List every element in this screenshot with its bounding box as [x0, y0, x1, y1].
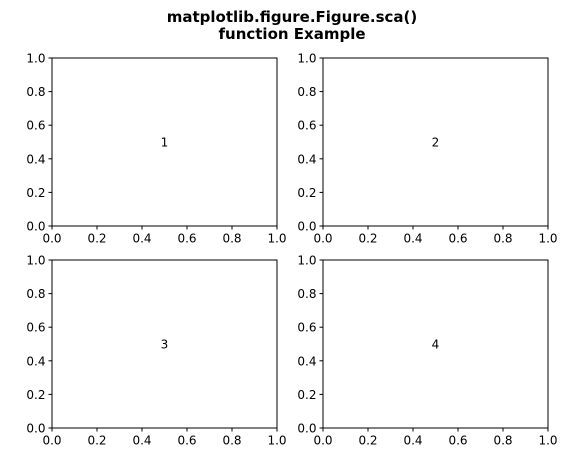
axes-2-xtick-label-1: 0.2 — [358, 232, 377, 246]
axes-4-ytick-label-5: 1.0 — [297, 254, 316, 268]
axes-1-xtick-label-5: 1.0 — [267, 232, 286, 246]
axes-1-xtick-label-3: 0.6 — [177, 232, 196, 246]
axes-4-xtick-label-2: 0.4 — [403, 434, 422, 448]
axes-2-xtick-label-3: 0.6 — [448, 232, 467, 246]
axes-2-ytick-label-1: 0.2 — [297, 186, 316, 200]
axes-4-xtick-label-3: 0.6 — [448, 434, 467, 448]
axes-3-ytick-label-4: 0.8 — [26, 287, 45, 301]
axes-2-ytick-label-4: 0.8 — [297, 85, 316, 99]
axes-3-xtick-label-5: 1.0 — [267, 434, 286, 448]
axes-1-xtick-label-2: 0.4 — [132, 232, 151, 246]
axes-3-xtick-label-0: 0.0 — [42, 434, 61, 448]
axes-2-xtick-label-5: 1.0 — [538, 232, 557, 246]
axes-2-frame — [322, 57, 549, 227]
axes-3-ytick-label-5: 1.0 — [26, 254, 45, 268]
axes-2-xtick-label-2: 0.4 — [403, 232, 422, 246]
axes-3-xtick-label-2: 0.4 — [132, 434, 151, 448]
figure-title-line-2: function Example — [218, 25, 365, 43]
axes-2-ytick-label-3: 0.6 — [297, 119, 316, 133]
axes-2-ytick-label-0: 0.0 — [297, 220, 316, 234]
figure-title-line-1: matplotlib.figure.Figure.sca() — [167, 8, 418, 26]
axes-4-xtick-label-4: 0.8 — [493, 434, 512, 448]
axes-2-ytick-label-2: 0.4 — [297, 152, 316, 166]
axes-4-xtick-label-1: 0.2 — [358, 434, 377, 448]
axes-4-xtick-label-5: 1.0 — [538, 434, 557, 448]
axes-4-ytick-label-4: 0.8 — [297, 287, 316, 301]
axes-4: 0.0 0.2 0.4 0.6 0.8 1.0 0.0 0.2 0.4 0.6 0.8 1.0 4 — [297, 254, 557, 448]
axes-2-annotation: 2 — [432, 136, 440, 150]
axes-4-annotation: 4 — [432, 338, 440, 352]
axes-2-xtick-label-0: 0.0 — [313, 232, 332, 246]
axes-3-ytick-label-1: 0.2 — [26, 388, 45, 402]
axes-4-ytick-label-1: 0.2 — [297, 388, 316, 402]
axes-4-xtick-label-0: 0.0 — [313, 434, 332, 448]
axes-4-ytick-label-0: 0.0 — [297, 422, 316, 436]
axes-1-ytick-label-0: 0.0 — [26, 220, 45, 234]
axes-3-ytick-label-0: 0.0 — [26, 422, 45, 436]
axes-1-frame — [51, 57, 278, 227]
axes-3-ytick-label-2: 0.4 — [26, 354, 45, 368]
axes-3-ytick-label-3: 0.6 — [26, 321, 45, 335]
axes-3-xtick-label-4: 0.8 — [222, 434, 241, 448]
axes-3-frame — [51, 259, 278, 429]
axes-1-xtick-label-0: 0.0 — [42, 232, 61, 246]
axes-2: 0.0 0.2 0.4 0.6 0.8 1.0 0.0 0.2 0.4 0.6 0.8 1.0 2 — [297, 52, 557, 246]
axes-1-ytick-label-1: 0.2 — [26, 186, 45, 200]
axes-3-xtick-label-1: 0.2 — [87, 434, 106, 448]
axes-2-ytick-label-5: 1.0 — [297, 52, 316, 66]
subplots-grid: 0.0 0.2 0.4 0.6 0.8 1.00.00.20.40.60.81.010.0… — [26, 52, 557, 448]
axes-1-ytick-label-5: 1.0 — [26, 52, 45, 66]
axes-4-ytick-label-3: 0.6 — [297, 321, 316, 335]
axes-4-ytick-label-2: 0.4 — [297, 354, 316, 368]
axes-4-frame — [322, 259, 549, 429]
axes-1-ytick-label-4: 0.8 — [26, 85, 45, 99]
axes-1-ytick-label-3: 0.6 — [26, 119, 45, 133]
axes-1-ytick-label-2: 0.4 — [26, 152, 45, 166]
axes-3-xtick-label-3: 0.6 — [177, 434, 196, 448]
axes-1-xtick-label-4: 0.8 — [222, 232, 241, 246]
axes-2-xtick-label-4: 0.8 — [493, 232, 512, 246]
axes-1-xtick-label-1: 0.2 — [87, 232, 106, 246]
axes-3-annotation: 3 — [161, 338, 169, 352]
axes-3: 0.0 0.2 0.4 0.6 0.8 1.0 0.0 0.2 0.4 0.6 0.8 1.0 3 — [26, 254, 286, 448]
axes-1-annotation: 1 — [161, 136, 169, 150]
axes-1: 0.0 0.2 0.4 0.6 0.8 1.0 0.0 0.2 0.4 0.6 0.8 1.0 1 — [26, 52, 286, 246]
